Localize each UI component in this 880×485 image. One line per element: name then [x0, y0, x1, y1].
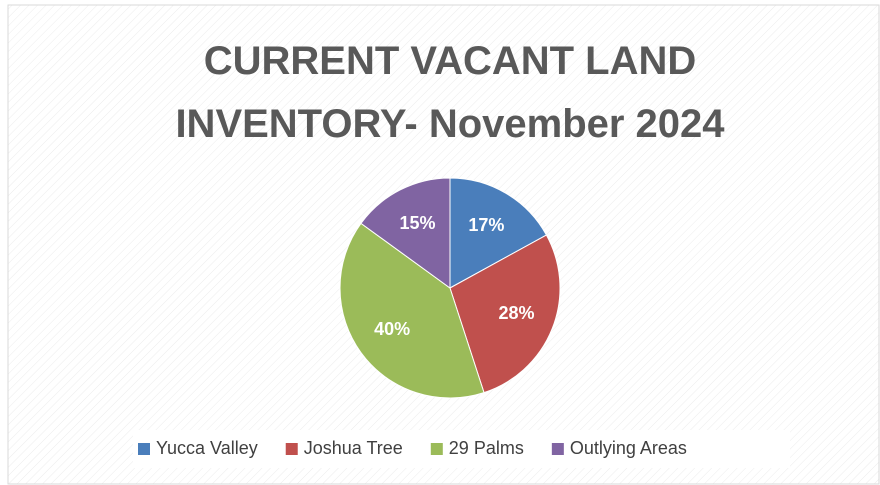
legend-label: Outlying Areas [570, 438, 687, 458]
pie-slice [360, 177, 451, 289]
legend-swatch [430, 443, 443, 455]
chart-title: CURRENT VACANT LAND INVENTORY- November … [175, 39, 725, 146]
legend-swatch [138, 443, 150, 455]
data-label: 17% [468, 215, 504, 235]
legend-swatch [285, 443, 298, 455]
data-label: 15% [400, 213, 436, 233]
pie-slice [339, 222, 485, 399]
legend-label: Joshua Tree [304, 438, 403, 458]
legend-swatch [551, 443, 564, 455]
legend-label: Yucca Valley [156, 438, 258, 458]
pie-slice [449, 177, 548, 289]
legend-label: 29 Palms [449, 438, 524, 458]
data-label: 40% [374, 319, 410, 339]
legend-box [133, 430, 790, 468]
pie-slice [449, 234, 561, 394]
data-label: 28% [498, 303, 534, 323]
